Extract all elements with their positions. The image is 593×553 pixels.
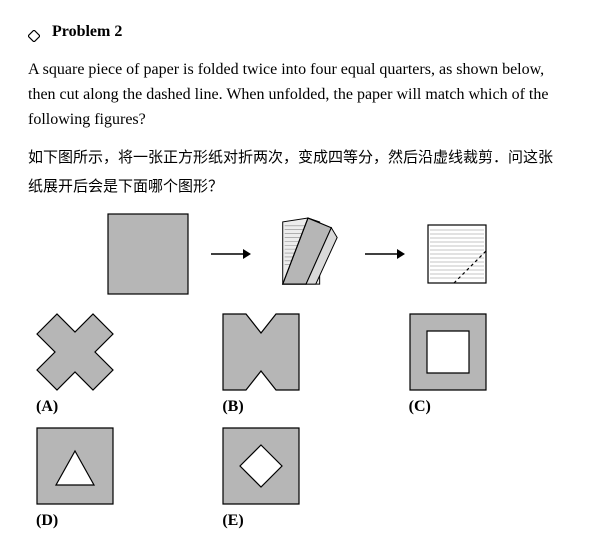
problem-text-zh: 如下图所示，将一张正方形纸对折两次，变成四等分，然后沿虚线裁剪．问这张纸展开后会… bbox=[28, 144, 565, 201]
seq-cut bbox=[427, 224, 487, 284]
option-e: (E) bbox=[222, 427, 378, 533]
option-c-figure bbox=[409, 313, 487, 391]
fold-sequence bbox=[28, 213, 565, 295]
problem-title: Problem 2 bbox=[52, 20, 122, 44]
option-b-label: (B) bbox=[222, 395, 243, 419]
arrow-icon bbox=[365, 246, 405, 262]
diamond-icon bbox=[28, 26, 40, 38]
option-d-label: (D) bbox=[36, 509, 58, 533]
option-b: (B) bbox=[222, 313, 378, 419]
option-e-figure bbox=[222, 427, 300, 505]
option-b-figure bbox=[222, 313, 300, 391]
seq-square bbox=[107, 213, 189, 295]
seq-folded bbox=[273, 216, 343, 292]
option-e-label: (E) bbox=[222, 509, 243, 533]
problem-header: Problem 2 bbox=[28, 20, 565, 44]
arrow-icon bbox=[211, 246, 251, 262]
option-c: (C) bbox=[409, 313, 565, 419]
option-a: (A) bbox=[36, 313, 192, 419]
option-d: (D) bbox=[36, 427, 192, 533]
option-a-figure bbox=[36, 313, 114, 391]
option-a-label: (A) bbox=[36, 395, 58, 419]
options-grid: (A) (B) (C) (D) (E) bbox=[36, 313, 565, 533]
option-c-label: (C) bbox=[409, 395, 431, 419]
problem-text-en: A square piece of paper is folded twice … bbox=[28, 58, 565, 132]
option-d-figure bbox=[36, 427, 114, 505]
